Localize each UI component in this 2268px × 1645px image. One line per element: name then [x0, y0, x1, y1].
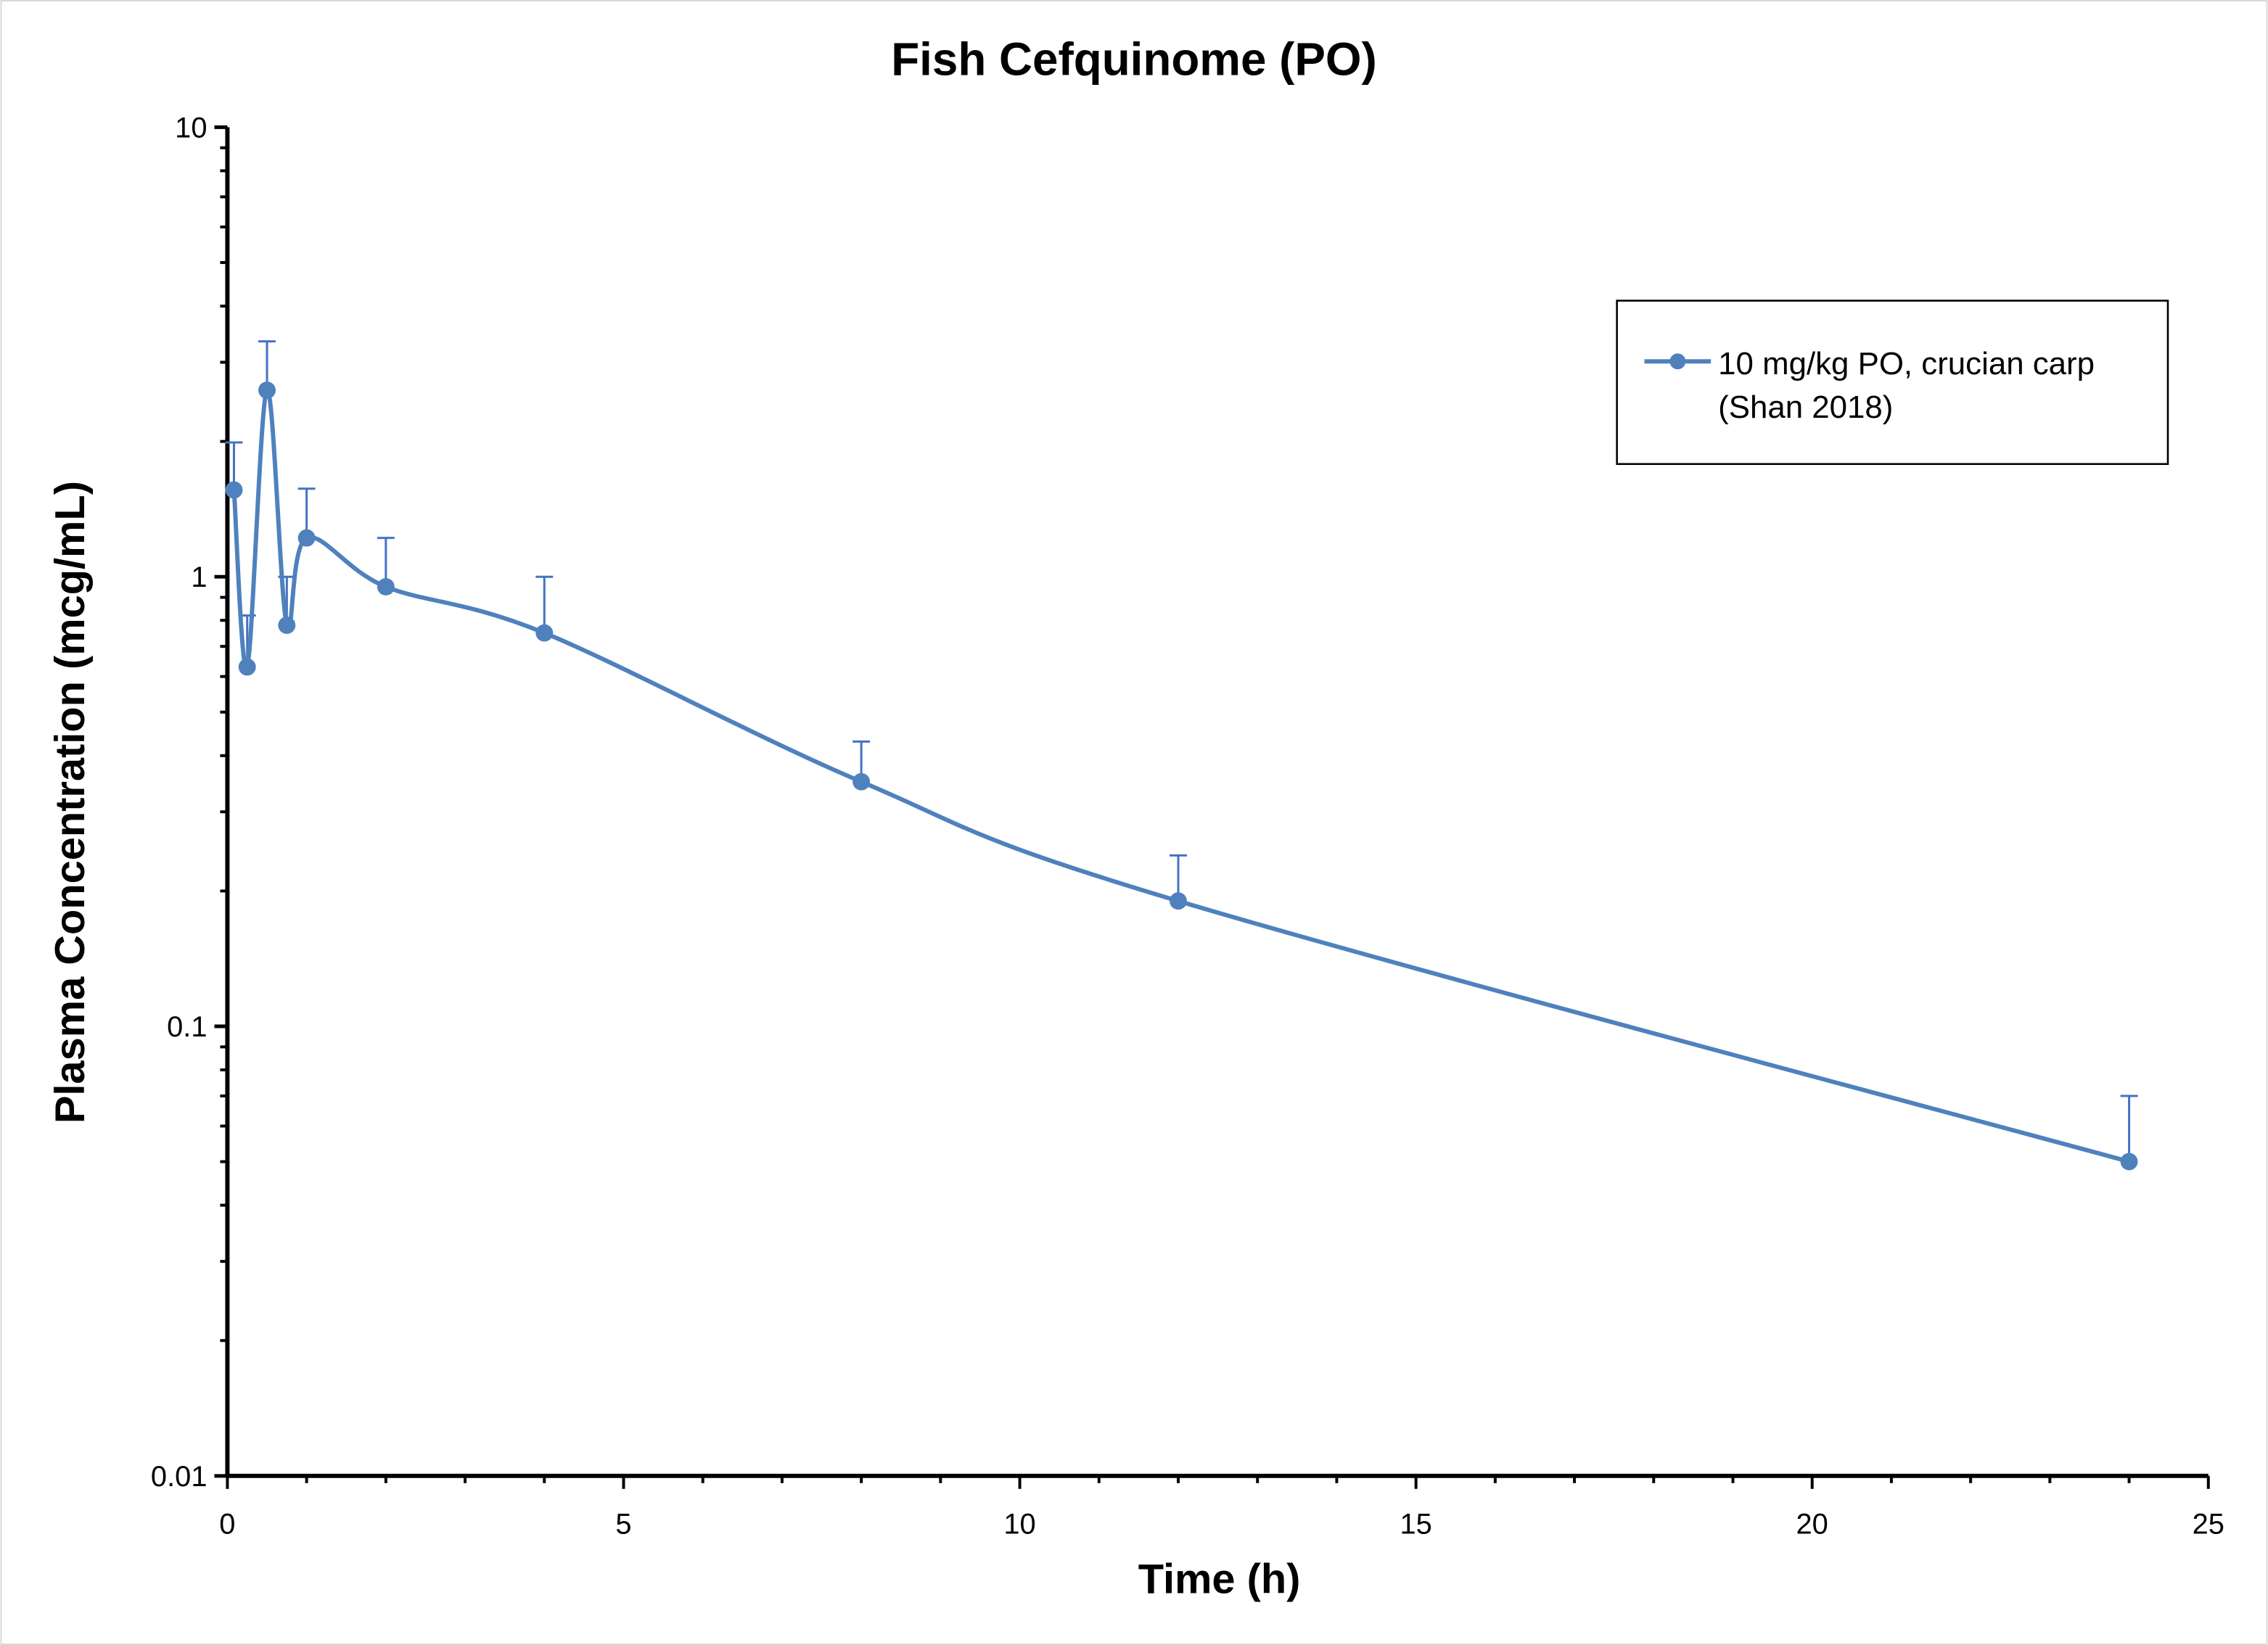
data-point [535, 624, 554, 642]
data-point [1170, 892, 1187, 910]
x-tick-label: 10 [1003, 1509, 1035, 1541]
data-point [225, 481, 243, 499]
data-point [377, 578, 395, 595]
data-point [278, 617, 296, 635]
y-tick-label: 1 [191, 561, 207, 593]
data-point [2120, 1153, 2138, 1171]
series-line [231, 387, 2130, 1164]
y-axis-label: Plasma Concentration (mcg/mL) [47, 481, 94, 1124]
y-tick-label: 10 [175, 112, 207, 144]
legend-box [1616, 300, 2169, 466]
legend: 10 mg/kg PO, crucian carp (Shan 2018) [1616, 300, 2169, 466]
x-tick-label: 25 [2193, 1509, 2224, 1541]
x-tick-label: 20 [1796, 1509, 1828, 1541]
legend-point-marker [1669, 353, 1686, 370]
x-tick-label: 15 [1400, 1509, 1431, 1541]
data-point [238, 658, 256, 676]
legend-label-line2: (Shan 2018) [1718, 389, 1893, 425]
x-axis-label: Time (h) [1138, 1556, 1301, 1602]
y-tick-label: 0.01 [151, 1461, 208, 1493]
chart-title: Fish Cefquinome (PO) [891, 33, 1377, 86]
legend-label-line1: 10 mg/kg PO, crucian carp [1718, 346, 2095, 382]
x-tick-label: 5 [615, 1509, 631, 1541]
y-tick-label: 0.1 [167, 1011, 207, 1043]
data-point [297, 529, 316, 547]
x-tick-label: 0 [219, 1509, 235, 1541]
data-point [852, 772, 871, 791]
data-point [258, 382, 276, 399]
